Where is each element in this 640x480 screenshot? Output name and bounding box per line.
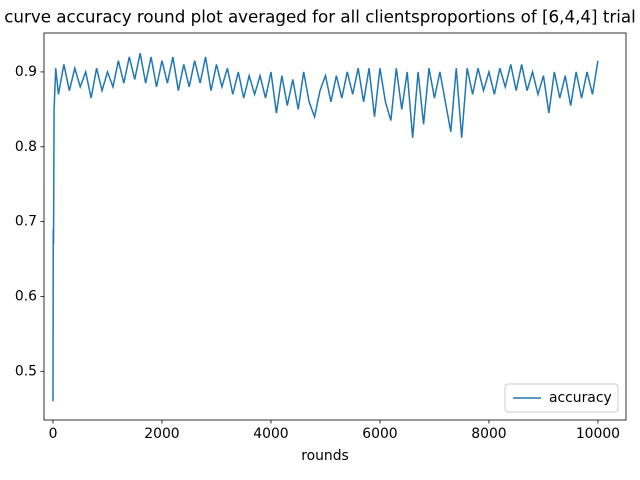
x-tick-label: 6000 — [362, 426, 397, 442]
y-tick-label: 0.9 — [15, 64, 37, 80]
legend-label: accuracy — [549, 390, 612, 406]
y-tick-label: 0.6 — [15, 288, 37, 304]
x-tick-label: 4000 — [253, 426, 288, 442]
x-tick-label: 10000 — [576, 426, 620, 442]
y-tick-label: 0.7 — [15, 214, 37, 230]
x-tick-label: 8000 — [471, 426, 506, 442]
legend-box — [504, 383, 619, 413]
x-tick-label: 2000 — [144, 426, 179, 442]
axes-frame — [43, 32, 627, 421]
y-tick-label: 0.5 — [15, 363, 37, 379]
y-tick-label: 0.8 — [15, 139, 37, 155]
chart-title: curve accuracy round plot averaged for a… — [4, 7, 636, 27]
x-axis-label: rounds — [301, 448, 349, 464]
data-line — [52, 53, 599, 402]
x-tick-label: 0 — [49, 426, 58, 442]
